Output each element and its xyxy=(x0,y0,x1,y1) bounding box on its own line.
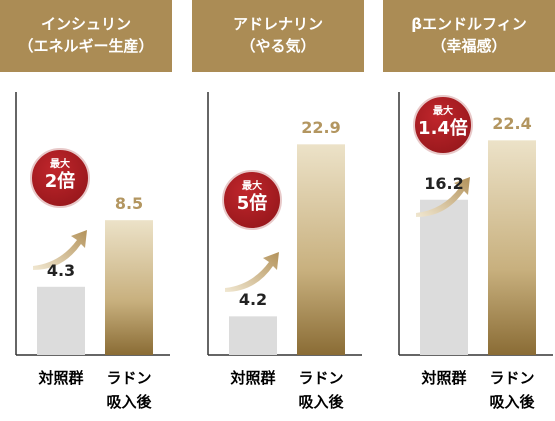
category-label: 対照群 xyxy=(421,369,467,387)
badge-multiplier: 2倍 xyxy=(44,171,76,192)
panel-title: （やる気） xyxy=(240,37,316,55)
category-label: ラドン吸入後 xyxy=(298,369,344,411)
value-label: 4.2 xyxy=(238,290,268,310)
badge-top: 最大 xyxy=(50,159,70,170)
bar xyxy=(229,316,277,355)
panel-header: アドレナリン （やる気） xyxy=(192,0,364,72)
panel-title: βエンドルフィン xyxy=(411,15,527,33)
panel-title: （幸福感） xyxy=(431,37,507,55)
arrow xyxy=(225,252,279,292)
badge-top: 最大 xyxy=(242,181,262,192)
panel-title: インシュリン xyxy=(40,15,131,33)
badge: 最大約5倍 xyxy=(222,170,282,230)
arrow xyxy=(33,230,87,270)
category-label: ラドン吸入後 xyxy=(106,369,152,411)
badge: 最大約1.4倍 xyxy=(413,95,473,155)
value-label: 22.9 xyxy=(301,118,341,138)
badge: 最大約2倍 xyxy=(30,148,90,208)
bar xyxy=(105,220,153,355)
badge-top: 最大 xyxy=(433,106,453,117)
value-label: 22.4 xyxy=(492,114,532,134)
badge-main: 約2倍 xyxy=(32,171,88,195)
badge-main: 約1.4倍 xyxy=(415,118,471,142)
panel-header: インシュリン （エネルギー生産） xyxy=(0,0,172,72)
bar xyxy=(37,286,85,355)
category-label: ラドン吸入後 xyxy=(489,369,535,411)
badge-multiplier: 1.4倍 xyxy=(418,118,468,139)
category-label: 対照群 xyxy=(230,369,276,387)
value-label: 4.3 xyxy=(46,260,76,280)
arrow xyxy=(416,177,470,217)
panel-title: （エネルギー生産） xyxy=(18,37,154,55)
bar xyxy=(420,199,468,355)
value-label: 16.2 xyxy=(424,173,464,193)
panel-title: アドレナリン xyxy=(232,15,323,33)
badge-multiplier: 5倍 xyxy=(236,193,268,214)
badge-main: 約5倍 xyxy=(224,193,280,217)
bar xyxy=(488,140,536,355)
category-label: 対照群 xyxy=(38,369,84,387)
panel-header: βエンドルフィン （幸福感） xyxy=(383,0,555,72)
bar xyxy=(297,144,345,355)
value-label: 8.5 xyxy=(114,194,144,214)
